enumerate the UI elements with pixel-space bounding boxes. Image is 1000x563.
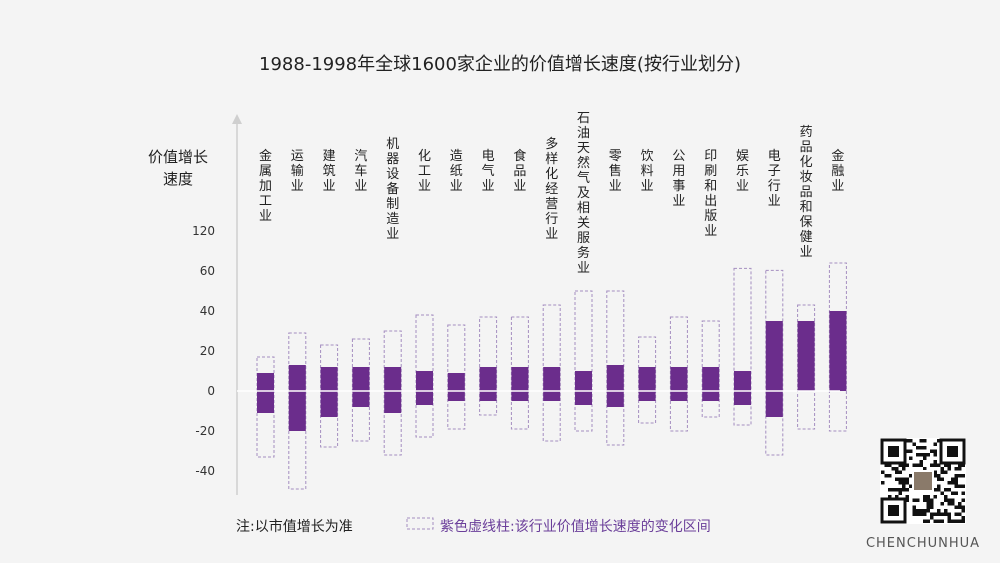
category-label: 娱乐业 <box>736 149 749 194</box>
range-bar <box>733 267 752 426</box>
category-labels: 金属加工业 运输业 建筑业 汽车业 机器设备制造业 化工业 造纸业 电气业 食品业 多样化经营行业… <box>259 111 844 276</box>
category-label: 金属加工业 <box>259 148 272 224</box>
category-label: 化工业 <box>418 149 431 194</box>
category-label: 饮料业 <box>641 149 654 194</box>
value-bar <box>765 321 783 417</box>
y-tick-label: 40 <box>200 304 215 318</box>
category-label: 印刷和出版业 <box>704 149 717 239</box>
value-bar <box>797 321 815 391</box>
chart-title: 1988-1998年全球1600家企业的价值增长速度(按行业划分) <box>259 54 741 75</box>
y-axis-label-line1: 价值增长 <box>148 148 208 166</box>
category-label: 零售业 <box>609 149 622 194</box>
value-bar <box>479 367 497 401</box>
y-tick-label: 20 <box>200 344 215 358</box>
y-tick-label: 0 <box>207 384 215 398</box>
category-label: 金融业 <box>831 148 844 194</box>
value-bar <box>734 371 751 405</box>
brand-text: CHENCHUNHUA <box>866 536 980 551</box>
y-tick-label: -20 <box>195 424 215 438</box>
value-bar <box>606 365 624 407</box>
qr-code-icon <box>880 438 966 524</box>
footnote: 注:以市值增长为准 <box>236 518 353 535</box>
value-bar <box>416 371 433 405</box>
legend-swatch <box>406 517 434 530</box>
y-tick-label: 60 <box>200 264 215 278</box>
category-label: 建筑业 <box>323 149 336 194</box>
category-label: 多样化经营行业 <box>545 136 558 242</box>
y-ticks: 120 60 40 20 0 -20 -40 <box>192 224 215 478</box>
category-label: 运输业 <box>291 149 304 194</box>
category-label: 石油天然气及相关服务业 <box>577 111 590 276</box>
category-label: 食品业 <box>513 148 526 194</box>
value-bar <box>543 367 561 401</box>
category-label: 机器设备制造业 <box>386 137 399 242</box>
category-label: 电子行业 <box>768 149 781 209</box>
value-bar <box>447 373 465 401</box>
category-label: 造纸业 <box>450 149 463 194</box>
value-bar <box>702 367 720 401</box>
y-tick-label: 120 <box>192 224 215 238</box>
category-label: 汽车业 <box>354 149 367 194</box>
value-bar <box>829 311 847 391</box>
value-bars <box>257 311 847 431</box>
legend-label: 紫色虚线柱:该行业价值增长速度的变化区间 <box>440 518 711 535</box>
y-tick-label: -40 <box>195 464 215 478</box>
category-label: 电气业 <box>482 149 495 194</box>
category-label: 药品化妆品和保健业 <box>800 125 813 260</box>
range-bar <box>574 290 593 432</box>
value-bar <box>257 373 274 413</box>
y-axis-label-line2: 速度 <box>163 170 193 188</box>
value-bar <box>320 367 338 417</box>
value-bar <box>511 367 529 401</box>
category-label: 公用事业 <box>672 149 685 209</box>
value-bar <box>352 367 370 407</box>
value-bar <box>670 367 688 401</box>
range-bar <box>479 316 498 416</box>
y-axis-arrow <box>232 114 242 124</box>
value-bar <box>638 367 656 401</box>
value-bar <box>288 365 306 431</box>
value-bar <box>575 371 592 405</box>
value-bar <box>384 367 402 413</box>
